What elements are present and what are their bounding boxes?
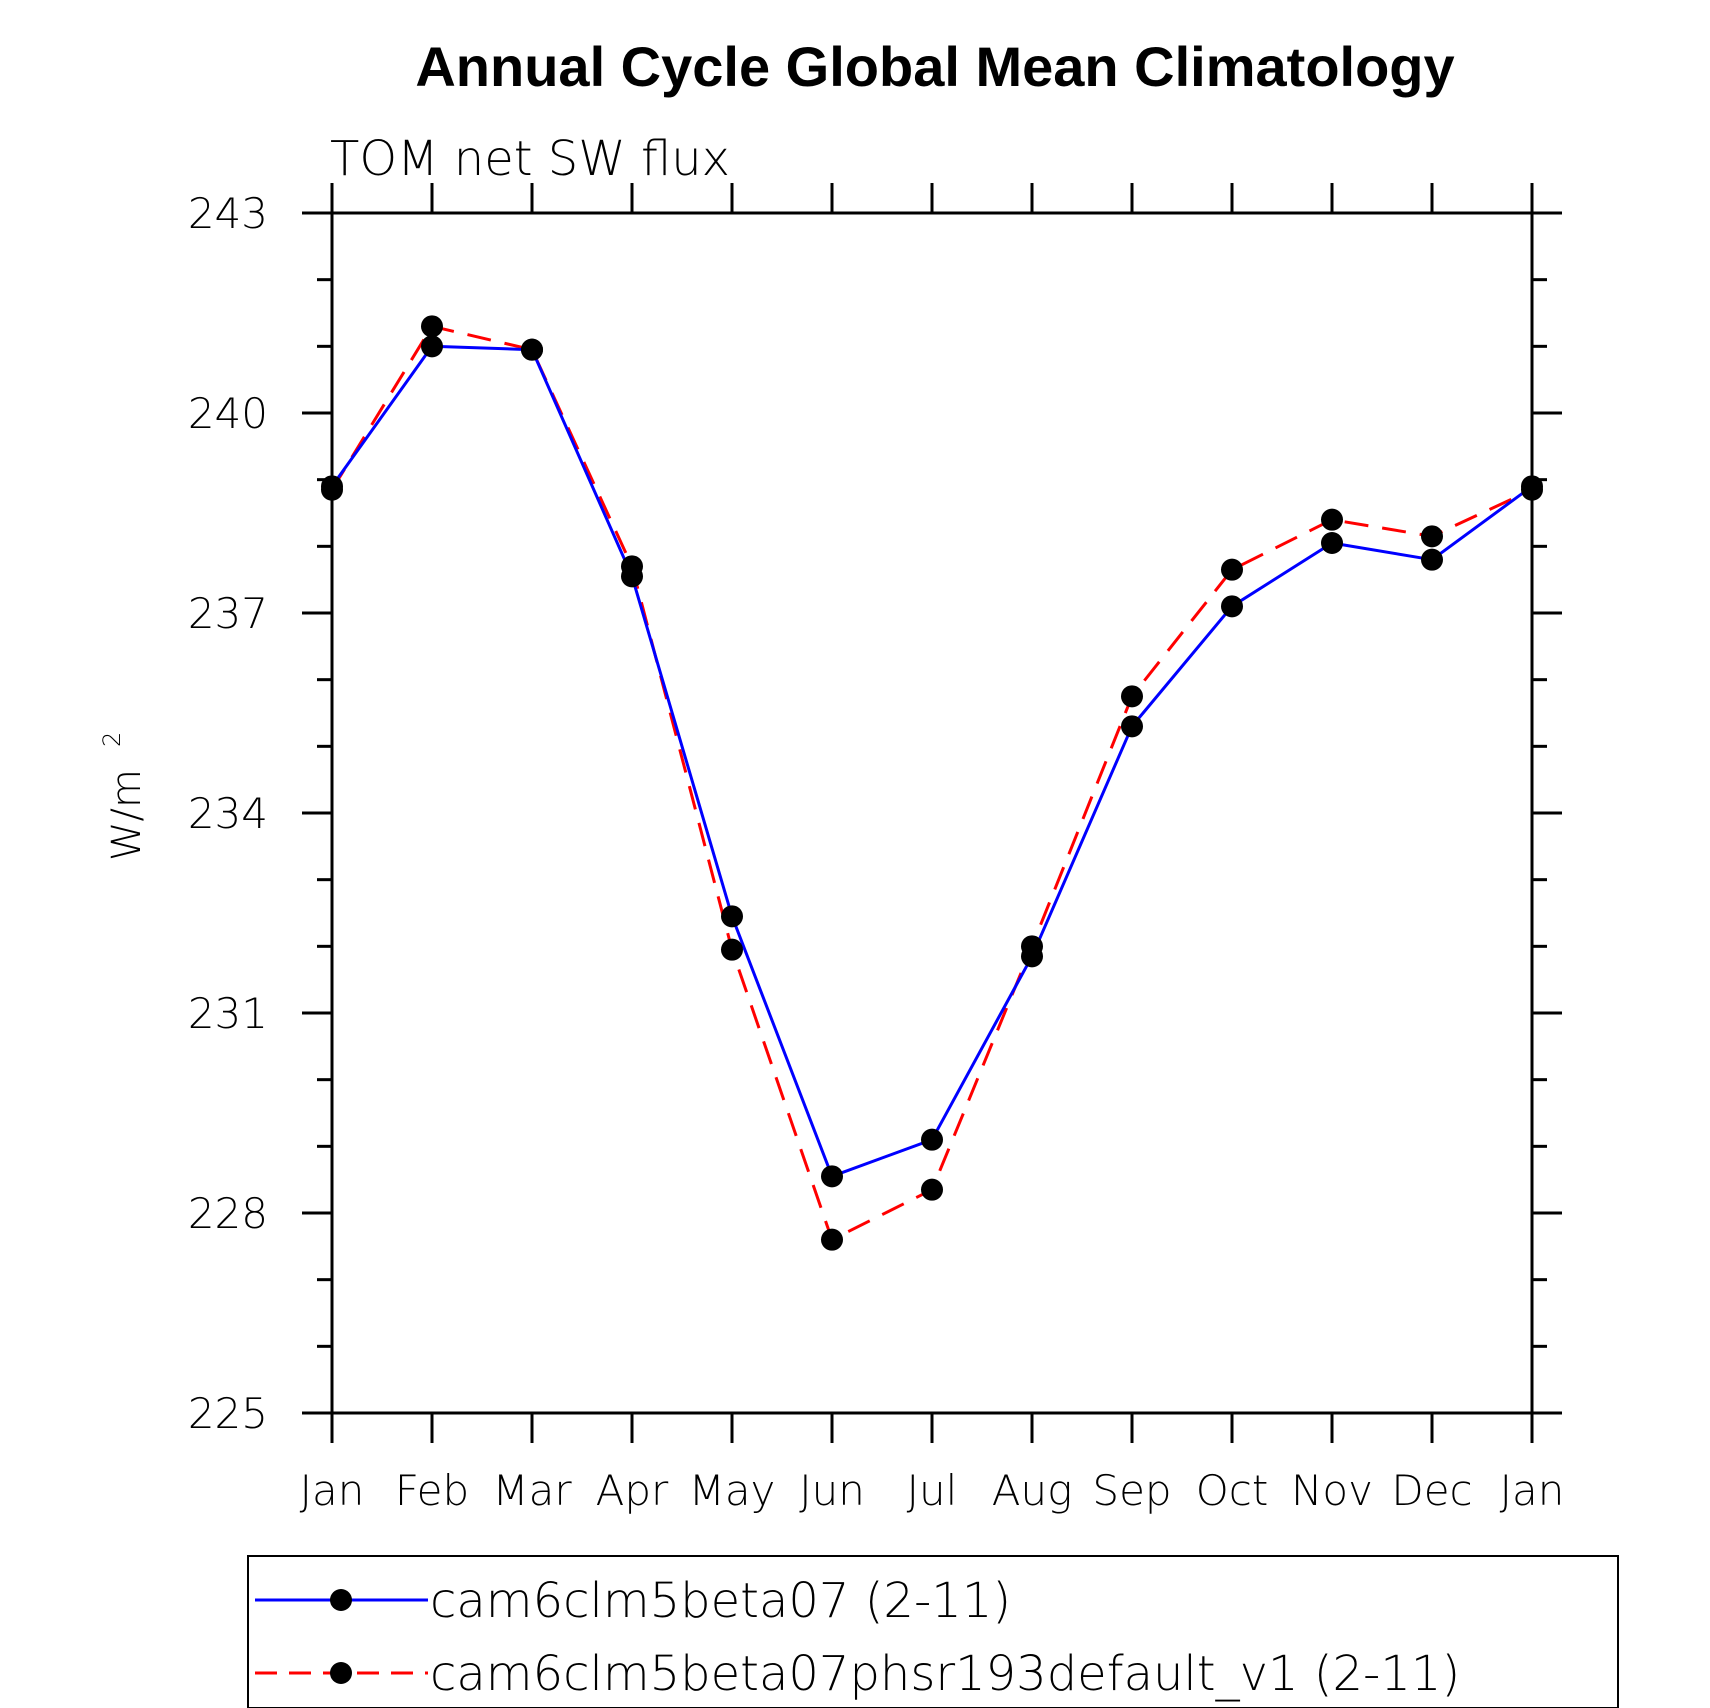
y-tick-label: 237 [188,589,268,638]
data-point-series-2 [521,338,543,361]
data-point-series-2 [721,938,743,961]
data-point-series-1 [1121,715,1143,738]
y-tick-label: 243 [188,189,268,238]
y-axis-label-text: W/m [104,769,150,861]
y-axis-label-superscript: 2 [98,732,126,747]
series-line-2 [330,324,1533,1242]
x-tick-label: Jan [1500,1466,1565,1515]
x-tick-label: Mar [492,1466,572,1515]
x-tick-label: Nov [1291,1466,1373,1515]
data-point-series-1 [1421,548,1443,571]
axes: 225 228 231 234 237 240 243 Jan Feb Mar Apr May Jun J… [188,183,1565,1515]
data-point-series-2 [421,315,443,338]
chart-subtitle: TOM net SW flux [330,131,730,187]
data-point-series-1 [821,1165,843,1188]
legend-label-series-1: cam6clm5beta07 (2-11) [430,1573,1011,1629]
x-tick-label: Sep [1092,1466,1171,1515]
y-tick-label: 225 [188,1389,268,1438]
data-point-series-1 [421,335,443,358]
data-point-series-1 [1321,532,1343,554]
y-tick-label: 228 [188,1189,268,1238]
data-point-series-2 [1121,685,1143,708]
legend-label-series-2: cam6clm5beta07phsr193default_v1 (2-11) [430,1646,1460,1702]
chart-title: Annual Cycle Global Mean Climatology [415,35,1454,98]
legend: cam6clm5beta07 (2-11) cam6clm5beta07phsr… [247,1555,1619,1708]
series-line-1 [330,344,1533,1178]
data-point-series-1 [921,1128,943,1151]
data-point-series-2 [1021,935,1043,958]
data-point-series-2 [1321,508,1343,531]
x-tick-label: Oct [1196,1466,1269,1515]
data-point-series-2 [321,478,343,501]
x-tick-label: Jan [300,1466,365,1515]
x-tick-label: Aug [992,1466,1073,1515]
x-tick-label: Apr [596,1466,669,1515]
data-point-series-1 [721,905,743,928]
x-tick-label: Jul [907,1466,958,1515]
data-point-series-2 [921,1178,943,1201]
legend-marker-series-2 [330,1662,352,1684]
legend-box [247,1555,1619,1708]
legend-marker-series-1 [330,1589,352,1611]
y-tick-label: 234 [188,789,268,838]
data-point-series-2 [1221,558,1243,581]
x-tick-label: Feb [395,1466,469,1515]
x-tick-label: Jun [799,1466,865,1515]
data-point-series-1 [1221,595,1243,618]
x-tick-label: May [689,1466,776,1515]
data-point-series-2 [1521,478,1543,501]
data-point-series-2 [1421,525,1443,548]
x-tick-label: Dec [1391,1466,1472,1515]
y-tick-label: 240 [188,389,268,438]
y-tick-label: 231 [188,989,268,1038]
data-point-series-2 [821,1228,843,1251]
data-point-series-2 [621,555,643,578]
plot-frame [330,211,1534,1415]
series-group [321,315,1543,1251]
y-axis-label: W/m 2 [98,732,150,861]
